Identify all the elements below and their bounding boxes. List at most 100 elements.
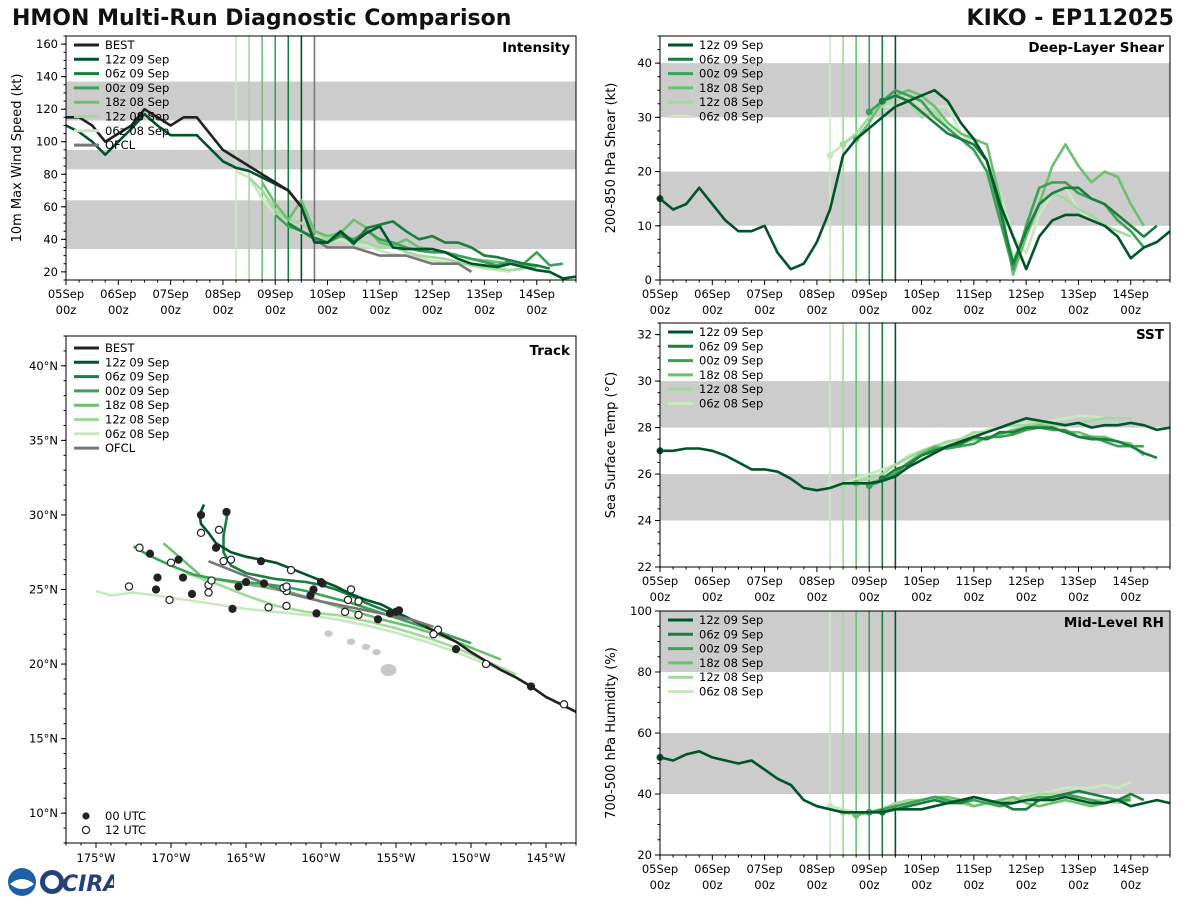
noaa-cira-logo-icon: CIRA (8, 868, 114, 897)
rh-xtick-label: 06Sep (694, 862, 730, 876)
sst-legend-label: 18z 08 Sep (699, 368, 763, 382)
marker-legend-00utc-label: 00 UTC (105, 809, 146, 823)
shear-series-init-marker (878, 97, 886, 105)
hawaii-island (361, 643, 371, 651)
sst-xtick-label-hour: 00z (964, 590, 985, 604)
shear-series-line (659, 88, 1171, 271)
shear-legend-label: 06z 09 Sep (699, 52, 763, 66)
rh-xtick-label-hour: 00z (859, 878, 880, 892)
sst-title: SST (1136, 327, 1165, 343)
sst-legend-label: 00z 09 Sep (699, 354, 763, 368)
hawaii-island (346, 638, 356, 645)
intensity-ytick-label: 160 (36, 37, 58, 51)
track-xtick-label: 155°W (376, 851, 415, 865)
sst-ytick-label: 26 (637, 467, 652, 481)
intensity-ytick-label: 100 (36, 135, 58, 149)
intensity-legend-label: 06z 08 Sep (105, 124, 169, 138)
track-marker-12utc (346, 585, 356, 594)
track-legend-label: 00z 09 Sep (105, 384, 169, 398)
intensity-xtick-label: 08Sep (205, 287, 241, 301)
track-marker-12utc (429, 630, 438, 639)
hawaii-island (324, 630, 333, 637)
track-ytick-label: 15°N (29, 732, 58, 746)
shear-ytick-label: 20 (637, 165, 652, 179)
rh-legend-label: 06z 09 Sep (699, 627, 763, 641)
intensity-legend-label: 18z 08 Sep (105, 95, 169, 109)
sst-xtick-label: 05Sep (642, 574, 678, 588)
intensity-legend-label: 12z 09 Sep (105, 52, 169, 66)
intensity-legend-label: OFCL (105, 138, 136, 152)
rh-xtick-label-hour: 00z (911, 878, 932, 892)
track-title: Track (530, 343, 571, 359)
track-marker-12utc (124, 582, 134, 591)
rh-series-line (659, 749, 1171, 814)
sst-ytick-label: 22 (637, 560, 652, 574)
shear-series-line (881, 94, 1158, 266)
track-line (95, 589, 517, 678)
sst-frame (659, 322, 1171, 568)
track-xtick-label: 170°W (151, 851, 190, 865)
intensity-legend-label: 06z 09 Sep (105, 67, 169, 81)
intensity-xtick-label: 06Sep (100, 287, 136, 301)
track-marker-12utc (286, 565, 296, 575)
track-line (132, 545, 472, 645)
intensity-xtick-label-hour: 00z (56, 303, 77, 317)
intensity-legend-label: 12z 08 Sep (105, 110, 169, 124)
intensity-panel: 20 40 60 80 100 120 140 160 05Sep 00z 06Sep 00z 07Se… (10, 35, 577, 317)
track-marker-12utc (354, 610, 363, 620)
rh-xtick-label: 12Sep (1008, 862, 1044, 876)
sst-xtick-label: 07Sep (746, 574, 782, 588)
sst-series-line (881, 426, 1158, 480)
track-marker-12utc (165, 595, 174, 605)
rh-xtick-label-hour: 00z (650, 878, 671, 892)
shear-panel: 0 10 20 30 40 05Sep 00z 06Sep 00z 07Sep 00z 08Sep 00… (604, 35, 1171, 317)
shear-ylabel: 200-850 hPa Shear (kt) (604, 83, 619, 234)
shear-xtick-label: 07Sep (746, 287, 782, 301)
sst-panel: 22 24 26 28 30 32 05Sep 00z 06Sep 00z 07Sep 00z 08Se… (604, 322, 1171, 604)
shear-series-init-marker (865, 108, 873, 116)
sst-xtick-label-hour: 00z (1068, 590, 1089, 604)
shear-series-init-marker (826, 151, 834, 159)
track-line (425, 625, 576, 713)
intensity-ytick-label: 120 (36, 102, 58, 116)
shear-xtick-label-hour: 00z (702, 303, 723, 317)
shear-series-init-marker (839, 140, 847, 148)
sst-ytick-label: 24 (637, 514, 652, 528)
rh-xtick-label: 11Sep (956, 862, 992, 876)
sst-xtick-label: 13Sep (1060, 574, 1096, 588)
sst-ytick-label: 30 (637, 374, 652, 388)
rh-ytick-label: 100 (630, 604, 652, 618)
rh-legend-label: 12z 09 Sep (699, 613, 763, 627)
shear-ytick-label: 10 (637, 219, 652, 233)
sst-series-line (829, 414, 1118, 487)
track-line (185, 571, 517, 676)
track-marker-00utc (174, 555, 183, 564)
rh-xtick-label: 13Sep (1060, 862, 1096, 876)
sst-xtick-label-hour: 00z (859, 590, 880, 604)
shear-legend-label: 12z 08 Sep (699, 95, 763, 109)
track-panel: 10°N 15°N 20°N 25°N 30°N 35°N 40°N 175°W 170°W 16… (29, 335, 577, 865)
shear-xtick-label-hour: 00z (650, 303, 671, 317)
track-marker-00utc (256, 557, 266, 566)
rh-legend-label: 18z 08 Sep (699, 656, 763, 670)
rh-series-line (868, 792, 1131, 814)
track-legend-label: 06z 08 Sep (105, 427, 169, 441)
rh-xtick-label: 09Sep (851, 862, 887, 876)
intensity-xtick-label: 12Sep (414, 287, 450, 301)
rh-xtick-label: 10Sep (903, 862, 939, 876)
rh-ytick-label: 40 (637, 787, 652, 801)
shear-ytick-label: 0 (645, 273, 652, 287)
rh-xtick-label: 08Sep (799, 862, 835, 876)
rh-band-0 (660, 733, 1170, 794)
track-legend-label: 18z 08 Sep (105, 398, 169, 412)
rh-legend-label: 06z 08 Sep (699, 685, 763, 699)
sst-ytick-label: 32 (637, 328, 652, 342)
track-marker-12utc (481, 659, 491, 669)
rh-xtick-label-hour: 00z (1016, 878, 1037, 892)
sst-xtick-label: 09Sep (851, 574, 887, 588)
rh-xtick-label-hour: 00z (807, 878, 828, 892)
